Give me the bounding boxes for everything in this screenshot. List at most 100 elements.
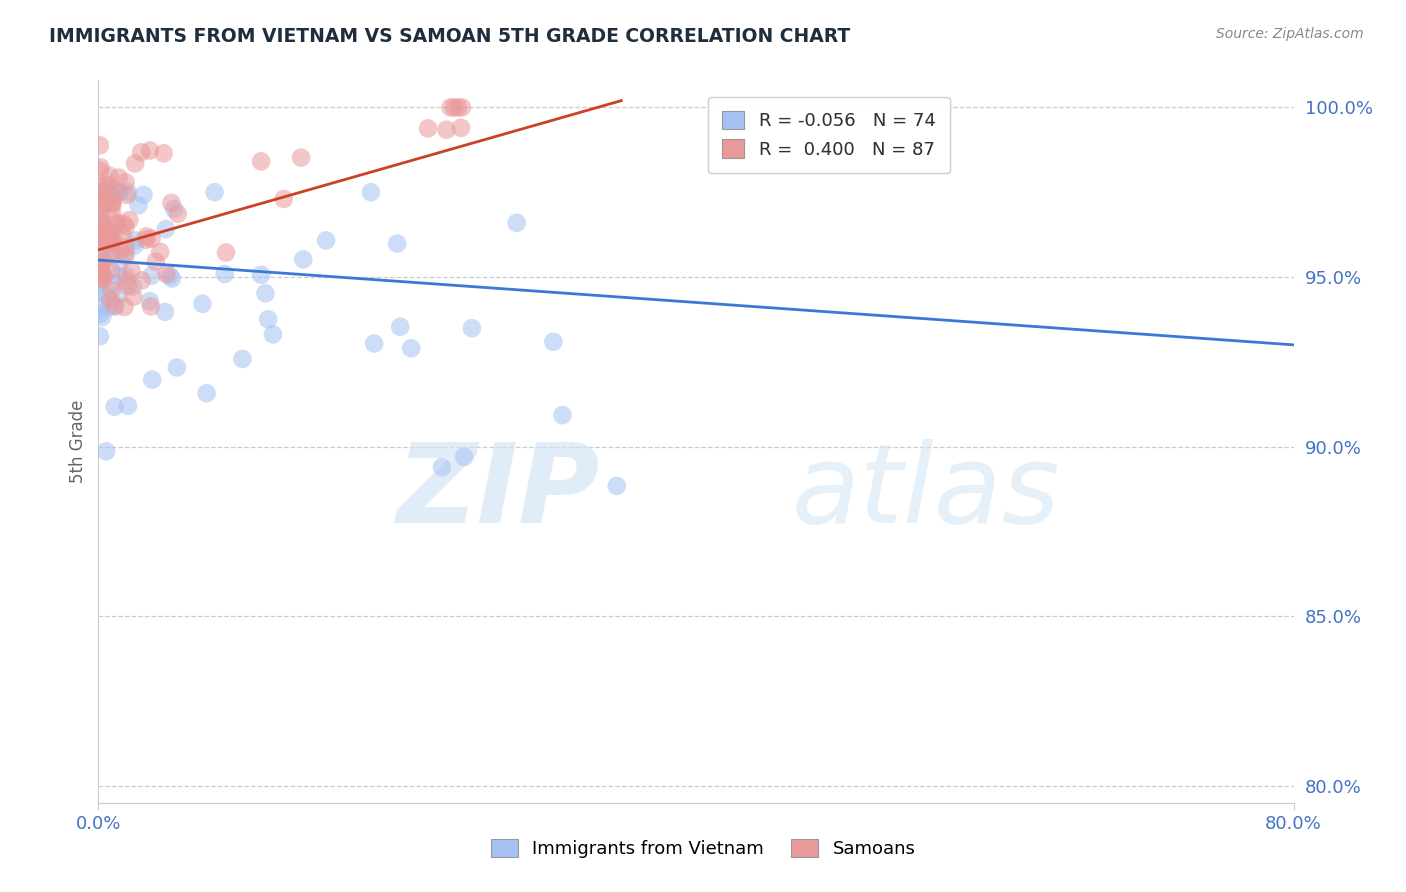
Text: ZIP: ZIP	[396, 439, 600, 546]
Y-axis label: 5th Grade: 5th Grade	[69, 400, 87, 483]
Point	[89, 161, 111, 175]
Point	[273, 192, 295, 206]
Point	[315, 233, 337, 247]
Point	[89, 207, 111, 221]
Point	[89, 329, 111, 343]
Point	[141, 373, 163, 387]
Point	[93, 197, 115, 211]
Point	[114, 175, 136, 189]
Point	[115, 187, 138, 202]
Point	[152, 146, 174, 161]
Point	[290, 151, 312, 165]
Point	[436, 123, 458, 137]
Text: atlas: atlas	[792, 439, 1060, 546]
Point	[100, 231, 122, 245]
Point	[122, 279, 145, 293]
Point	[254, 286, 277, 301]
Point	[101, 195, 124, 210]
Point	[120, 264, 142, 278]
Point	[399, 341, 422, 355]
Point	[117, 185, 139, 199]
Point	[101, 244, 124, 259]
Point	[108, 185, 131, 199]
Point	[385, 236, 409, 251]
Point	[89, 222, 111, 236]
Point	[91, 286, 114, 301]
Point	[93, 269, 115, 284]
Point	[91, 234, 114, 248]
Point	[551, 408, 574, 422]
Point	[103, 276, 125, 290]
Point	[506, 216, 529, 230]
Point	[101, 235, 124, 250]
Point	[135, 229, 157, 244]
Point	[114, 219, 136, 234]
Point	[97, 178, 120, 192]
Point	[89, 232, 111, 246]
Point	[292, 252, 315, 267]
Point	[139, 293, 162, 308]
Point	[105, 217, 128, 231]
Point	[108, 243, 131, 257]
Point	[145, 254, 167, 268]
Point	[124, 238, 146, 252]
Point	[89, 213, 111, 227]
Point	[91, 185, 114, 199]
Point	[104, 400, 127, 414]
Point	[89, 230, 111, 244]
Point	[89, 307, 111, 321]
Point	[135, 233, 157, 247]
Point	[89, 138, 111, 153]
Point	[191, 297, 214, 311]
Point	[122, 290, 145, 304]
Point	[100, 196, 122, 211]
Point	[98, 228, 121, 243]
Point	[160, 271, 183, 285]
Point	[155, 267, 177, 281]
Point	[204, 185, 226, 199]
Point	[91, 270, 114, 285]
Point	[117, 399, 139, 413]
Point	[93, 191, 115, 205]
Point	[100, 293, 122, 307]
Point	[91, 310, 114, 325]
Point	[103, 188, 125, 202]
Point	[107, 268, 129, 283]
Point	[89, 271, 111, 285]
Point	[96, 288, 118, 302]
Point	[115, 274, 138, 288]
Point	[91, 253, 114, 268]
Point	[89, 226, 111, 240]
Point	[89, 260, 111, 275]
Point	[111, 228, 134, 243]
Point	[96, 222, 118, 236]
Point	[250, 154, 273, 169]
Point	[159, 268, 181, 283]
Point	[250, 268, 273, 282]
Point	[103, 232, 125, 246]
Point	[195, 386, 218, 401]
Point	[115, 268, 138, 283]
Point	[90, 185, 112, 199]
Point	[132, 187, 155, 202]
Point	[112, 247, 135, 261]
Point	[101, 197, 124, 211]
Point	[89, 220, 111, 235]
Text: IMMIGRANTS FROM VIETNAM VS SAMOAN 5TH GRADE CORRELATION CHART: IMMIGRANTS FROM VIETNAM VS SAMOAN 5TH GR…	[49, 27, 851, 45]
Point	[90, 233, 112, 247]
Point	[89, 179, 111, 194]
Point	[90, 217, 112, 231]
Point	[166, 207, 188, 221]
Point	[100, 223, 122, 237]
Point	[124, 156, 146, 170]
Point	[90, 268, 112, 282]
Point	[98, 169, 121, 183]
Point	[101, 206, 124, 220]
Point	[141, 268, 163, 283]
Point	[100, 189, 122, 203]
Point	[108, 255, 131, 269]
Point	[360, 185, 382, 199]
Point	[131, 273, 153, 287]
Point	[94, 227, 117, 241]
Point	[430, 460, 453, 475]
